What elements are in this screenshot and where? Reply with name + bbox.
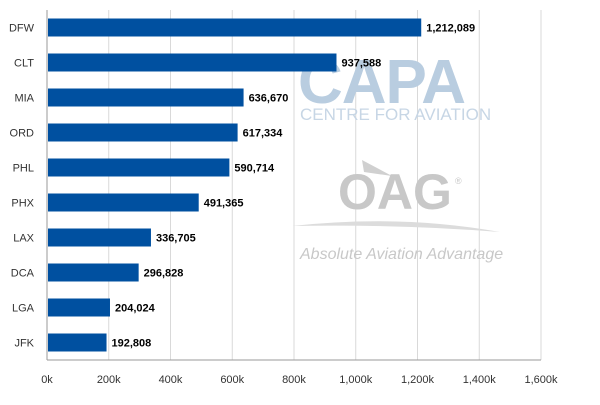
data-label: 204,024 bbox=[115, 303, 156, 315]
bar-mia bbox=[48, 88, 244, 107]
x-tick-label: 0k bbox=[41, 374, 53, 386]
x-tick-label: 1,400k bbox=[463, 374, 497, 386]
bar-clt bbox=[48, 53, 337, 72]
bar-ord bbox=[48, 123, 238, 142]
data-label: 1,212,089 bbox=[426, 23, 475, 35]
category-label: DFW bbox=[9, 23, 35, 35]
data-label: 937,588 bbox=[341, 58, 381, 70]
oag-logo-icon bbox=[292, 160, 500, 232]
data-label: 590,714 bbox=[234, 163, 275, 175]
category-label: LGA bbox=[12, 303, 35, 315]
x-tick-label: 1,000k bbox=[339, 374, 373, 386]
bar-phl bbox=[48, 158, 230, 177]
x-tick-label: 800k bbox=[282, 374, 306, 386]
data-label: 296,828 bbox=[144, 268, 184, 280]
category-label: MIA bbox=[14, 93, 34, 105]
data-label: 192,808 bbox=[112, 338, 152, 350]
capa-watermark-subtitle: CENTRE FOR AVIATION bbox=[300, 105, 491, 124]
bar-dfw bbox=[48, 18, 422, 37]
category-label: DCA bbox=[11, 268, 35, 280]
x-tick-label: 200k bbox=[97, 374, 121, 386]
data-label: 636,670 bbox=[249, 93, 289, 105]
bar-dca bbox=[48, 263, 139, 282]
x-tick-label: 600k bbox=[220, 374, 244, 386]
watermarks: CAPA CENTRE FOR AVIATION OAG ® Absolute … bbox=[292, 48, 503, 263]
bar-lax bbox=[48, 228, 151, 247]
x-tick-label: 1,200k bbox=[401, 374, 435, 386]
oag-watermark: OAG bbox=[338, 164, 452, 220]
x-tick-label: 400k bbox=[159, 374, 183, 386]
bars bbox=[48, 18, 422, 352]
registered-mark-icon: ® bbox=[455, 176, 462, 186]
bar-lga bbox=[48, 298, 110, 317]
category-label: LAX bbox=[13, 233, 34, 245]
bar-phx bbox=[48, 193, 199, 212]
category-label: ORD bbox=[10, 128, 35, 140]
data-label: 617,334 bbox=[243, 128, 284, 140]
category-label: PHL bbox=[13, 163, 34, 175]
data-label: 336,705 bbox=[156, 233, 196, 245]
x-tick-label: 1,600k bbox=[524, 374, 558, 386]
labels: DFW 1,212,089 CLT 937,588 MIA 636,670 ORD 617,3… bbox=[9, 23, 475, 350]
data-label: 491,365 bbox=[204, 198, 244, 210]
category-label: PHX bbox=[11, 198, 34, 210]
category-label: CLT bbox=[14, 58, 34, 70]
oag-tagline: Absolute Aviation Advantage bbox=[299, 246, 503, 263]
category-label: JFK bbox=[14, 338, 34, 350]
axes: 0k 200k 400k 600k 800k 1,000k 1,200k 1,400k 1,60… bbox=[41, 10, 558, 386]
bar-jfk bbox=[48, 333, 107, 352]
